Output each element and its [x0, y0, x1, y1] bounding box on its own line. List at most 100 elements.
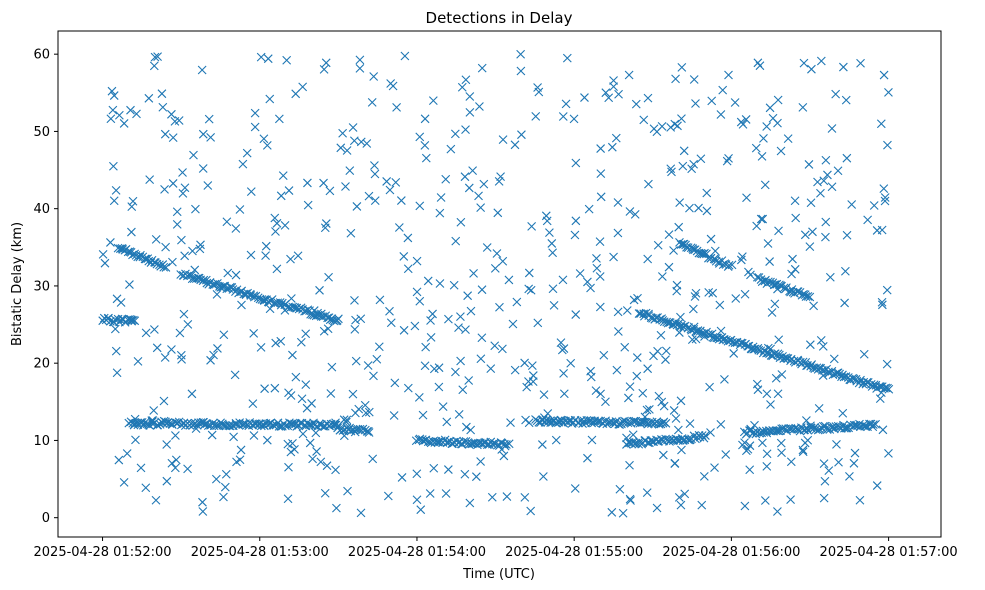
scatter-point — [463, 291, 473, 301]
scatter-point — [643, 254, 653, 264]
scatter-point — [136, 463, 146, 473]
scatter-point — [149, 325, 159, 334]
scatter-point — [320, 488, 330, 498]
scatter-point — [198, 129, 208, 139]
scatter-point — [697, 249, 707, 259]
scatter-point — [762, 449, 772, 459]
scatter-point — [165, 419, 175, 428]
scatter-point — [476, 457, 486, 466]
scatter-point — [296, 337, 306, 347]
scatter-point — [740, 501, 750, 511]
scatter-point — [238, 159, 248, 169]
scatter-point — [109, 91, 119, 100]
scatter-point — [171, 455, 181, 465]
scatter-point — [145, 175, 155, 185]
scatter-point — [211, 474, 221, 484]
scatter-point — [869, 380, 879, 390]
scatter-point — [787, 285, 797, 294]
scatter-point — [464, 439, 474, 449]
scatter-point — [863, 215, 873, 225]
scatter-point — [213, 344, 222, 353]
scatter-point — [206, 355, 215, 365]
scatter-point — [570, 230, 580, 240]
scatter-point — [261, 241, 271, 251]
scatter-point — [251, 419, 261, 429]
scatter-point — [348, 389, 358, 399]
scatter-point — [543, 409, 553, 418]
scatter-point — [248, 399, 258, 409]
scatter-point — [670, 459, 680, 468]
scatter-point — [788, 254, 797, 264]
scatter-point — [435, 208, 445, 218]
scatter-point — [730, 98, 740, 107]
scatter-point — [781, 353, 791, 363]
scatter-point — [466, 306, 476, 316]
scatter-point — [105, 316, 115, 326]
scatter-point — [658, 450, 668, 460]
scatter-point — [386, 318, 396, 328]
scatter-point — [676, 312, 685, 322]
scatter-point — [349, 136, 359, 146]
scatter-point — [676, 500, 686, 510]
scatter-point — [884, 449, 893, 458]
scatter-point — [707, 96, 717, 106]
scatter-point — [220, 482, 230, 492]
scatter-point — [345, 166, 355, 176]
scatter-point — [655, 315, 665, 324]
scatter-point — [766, 344, 776, 354]
scatter-point — [770, 280, 780, 289]
scatter-point — [127, 227, 136, 237]
scatter-point — [876, 119, 886, 129]
scatter-point — [625, 460, 634, 470]
scatter-point — [752, 221, 762, 231]
scatter-point — [820, 476, 830, 486]
scatter-point — [620, 342, 630, 352]
scatter-point — [622, 433, 631, 443]
scatter-point — [464, 183, 474, 193]
scatter-point — [159, 262, 169, 272]
scatter-point — [441, 489, 451, 498]
scatter-point — [807, 64, 816, 74]
scatter-point — [668, 320, 678, 330]
scatter-point — [498, 135, 508, 145]
scatter-point — [311, 428, 321, 438]
scatter-point — [742, 193, 751, 203]
scatter-point — [320, 223, 330, 233]
scatter-point — [776, 146, 786, 156]
scatter-point — [622, 306, 632, 315]
scatter-point — [305, 438, 315, 448]
scatter-point — [842, 153, 852, 163]
scatter-point — [744, 267, 753, 277]
scatter-point — [256, 342, 266, 352]
scatter-point — [428, 96, 438, 106]
scatter-point — [341, 182, 350, 191]
scatter-point — [191, 424, 201, 434]
scatter-point — [786, 495, 795, 505]
scatter-point — [417, 435, 427, 444]
scatter-point — [361, 408, 371, 418]
scatter-point — [533, 83, 542, 92]
scatter-point — [190, 265, 200, 275]
scatter-point — [841, 95, 851, 105]
x-axis: 2025-04-28 01:52:00 2025-04-28 01:53:00 20… — [34, 537, 958, 560]
scatter-point — [644, 404, 654, 414]
scatter-point — [759, 134, 768, 143]
scatter-point — [325, 186, 335, 196]
scatter-point — [420, 361, 430, 371]
scatter-point — [806, 198, 816, 208]
scatter-point — [167, 109, 176, 119]
scatter-point — [449, 280, 459, 290]
chart-title: Detections in Delay — [426, 9, 573, 27]
scatter-point — [429, 463, 439, 473]
scatter-point — [510, 365, 520, 375]
scatter-point — [819, 176, 829, 186]
scatter-point — [350, 324, 360, 334]
scatter-point — [833, 166, 843, 176]
scatter-point — [596, 389, 605, 399]
scatter-point — [746, 344, 756, 354]
scatter-point — [476, 354, 486, 364]
scatter-point — [737, 338, 747, 348]
scatter-point — [136, 250, 145, 260]
scatter-point — [880, 193, 890, 202]
